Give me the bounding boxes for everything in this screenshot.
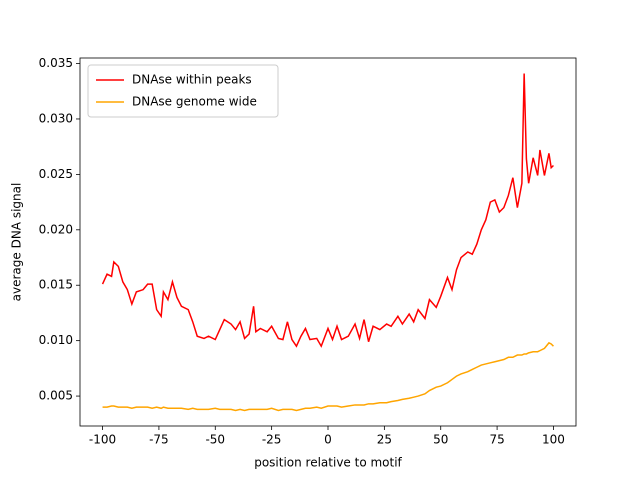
x-tick-label: 50: [433, 433, 448, 447]
x-tick-label: -100: [89, 433, 116, 447]
y-tick-label: 0.005: [39, 389, 73, 403]
y-axis-label: average DNA signal: [10, 183, 24, 302]
x-tick-label: 0: [324, 433, 332, 447]
x-axis-label: position relative to motif: [254, 456, 402, 470]
y-tick-label: 0.030: [39, 111, 73, 125]
legend-label: DNAse genome wide: [132, 95, 257, 109]
plot-frame: [79, 57, 577, 427]
x-tick-label: 100: [542, 433, 565, 447]
y-tick-label: 0.015: [39, 278, 73, 292]
x-tick-label: 25: [377, 433, 392, 447]
x-tick-label: 75: [489, 433, 504, 447]
x-tick-label: -75: [149, 433, 169, 447]
y-tick-label: 0.020: [39, 222, 73, 236]
legend-box: [87, 64, 279, 118]
x-tick-label: -25: [262, 433, 282, 447]
y-tick-label: 0.025: [39, 167, 73, 181]
legend-label: DNAse within peaks: [132, 73, 252, 87]
y-tick-label: 0.010: [39, 333, 73, 347]
y-tick-label: 0.035: [39, 56, 73, 70]
data-line: [102, 341, 554, 412]
data-line: [101, 73, 554, 348]
x-tick-label: -50: [205, 433, 225, 447]
